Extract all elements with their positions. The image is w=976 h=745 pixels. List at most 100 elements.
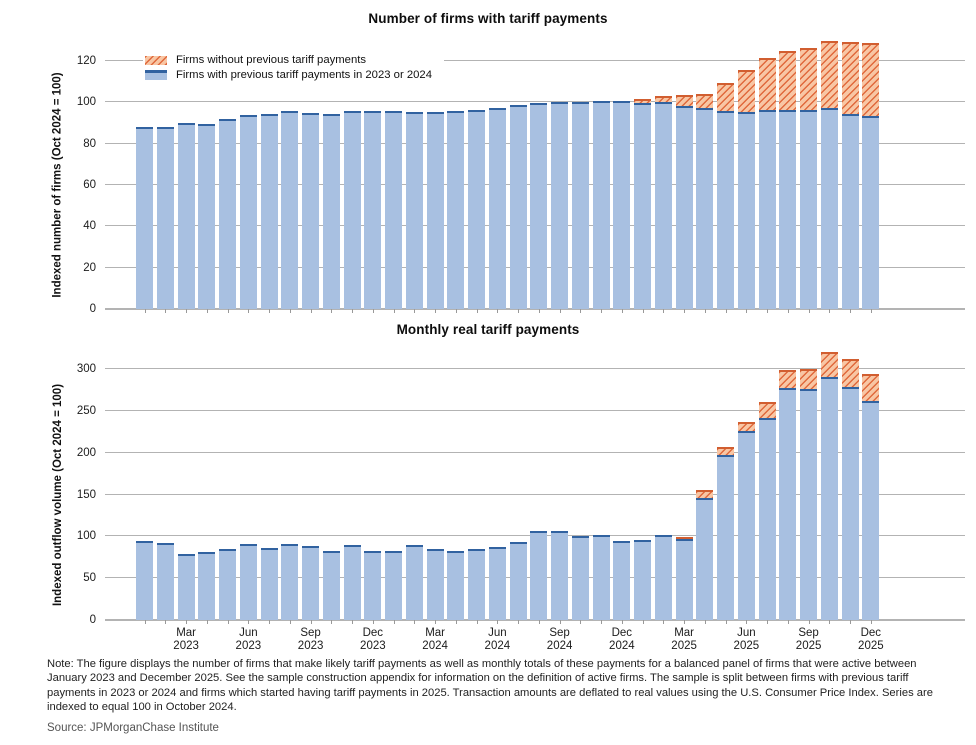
bar-without-previous	[717, 446, 735, 456]
x-tick	[206, 620, 208, 624]
bar-without-previous	[758, 57, 776, 110]
bar-with-previous	[696, 497, 714, 620]
y-tick-label-80: 80	[83, 137, 96, 150]
x-tick	[829, 620, 831, 624]
bar-with-previous	[841, 113, 859, 309]
x-tick	[414, 309, 416, 313]
bar-with-previous	[343, 110, 361, 309]
x-tick	[269, 309, 271, 313]
x-tick	[455, 620, 457, 624]
bar-with-previous	[717, 110, 735, 309]
bottom-chart-y-axis-label-text: Indexed outflow volume (Oct 2024 = 100)	[52, 383, 65, 606]
x-tick	[352, 620, 354, 624]
bar-without-previous	[634, 99, 652, 104]
bar-with-previous	[613, 101, 631, 309]
y-tick-label-200: 200	[76, 446, 96, 459]
bar-with-previous	[634, 103, 652, 309]
y-tick-label-250: 250	[76, 404, 96, 417]
bar-with-previous	[385, 551, 403, 620]
y-tick-label-50: 50	[83, 572, 96, 585]
bar-with-previous	[219, 548, 237, 620]
bar-without-previous	[654, 96, 672, 103]
y-tick-label-120: 120	[76, 55, 96, 67]
x-tick-label: Sep 2023	[297, 627, 324, 652]
bar-with-previous	[136, 127, 154, 309]
gridline-200	[105, 451, 965, 453]
x-tick	[642, 620, 644, 624]
bar-without-previous	[696, 94, 714, 108]
bar-with-previous	[862, 400, 880, 620]
x-tick	[601, 620, 603, 624]
x-tick	[289, 620, 291, 624]
x-tick	[186, 620, 188, 624]
x-tick	[518, 309, 520, 313]
bar-with-previous	[551, 531, 569, 620]
x-tick	[746, 620, 748, 624]
bar-with-previous	[239, 543, 257, 620]
bar-with-previous	[177, 553, 195, 620]
x-tick	[144, 309, 146, 313]
x-tick	[352, 309, 354, 313]
x-tick-label: Jun 2023	[235, 627, 262, 652]
bar-without-previous	[696, 489, 714, 498]
y-tick-label-100: 100	[76, 530, 96, 543]
bar-with-previous	[468, 548, 486, 620]
gridline-100	[105, 101, 965, 103]
bar-with-previous	[758, 417, 776, 620]
bar-with-previous	[862, 115, 880, 309]
bar-with-previous	[717, 455, 735, 620]
bar-without-previous	[717, 82, 735, 111]
x-tick	[621, 620, 623, 624]
bar-with-previous	[426, 548, 444, 620]
bar-without-previous	[800, 369, 818, 390]
bar-without-previous	[779, 50, 797, 110]
x-tick	[870, 620, 872, 624]
x-tick	[435, 620, 437, 624]
bar-with-previous	[405, 111, 423, 309]
bar-without-previous	[862, 374, 880, 401]
x-tick	[227, 309, 229, 313]
x-tick	[414, 620, 416, 624]
bar-with-previous	[156, 127, 174, 309]
bar-with-previous	[800, 389, 818, 620]
x-tick	[497, 309, 499, 313]
x-tick-label: Dec 2025	[858, 627, 884, 652]
y-tick-label-40: 40	[83, 220, 96, 233]
bar-with-previous	[613, 541, 631, 620]
x-tick	[248, 620, 250, 624]
bar-with-previous	[447, 551, 465, 620]
bar-without-previous	[779, 369, 797, 389]
bar-with-previous	[322, 550, 340, 620]
bar-with-previous	[488, 107, 506, 309]
x-tick	[663, 309, 665, 313]
bar-with-previous	[281, 110, 299, 309]
x-tick	[767, 620, 769, 624]
gridline-150	[105, 493, 965, 495]
x-tick	[601, 309, 603, 313]
y-tick-label-0: 0	[89, 303, 96, 315]
bar-with-previous	[737, 111, 755, 309]
y-tick-label-60: 60	[83, 179, 96, 191]
bar-with-previous	[551, 102, 569, 309]
bar-with-previous	[592, 534, 610, 620]
x-tick-label: Mar 2024	[422, 627, 448, 652]
legend-label-with-previous: Firms with previous tariff payments in 2…	[176, 69, 432, 81]
bar-with-previous	[675, 539, 693, 620]
x-tick	[393, 620, 395, 624]
x-tick	[808, 620, 810, 624]
bar-with-previous	[198, 552, 216, 620]
top-chart-y-axis-label: Indexed number of firms (Oct 2024 = 100)	[50, 61, 66, 309]
x-tick	[518, 620, 520, 624]
bar-with-previous	[696, 107, 714, 309]
bar-with-previous	[509, 542, 527, 620]
bottom-chart-plot-area: 0 50 100 150 200 250 300 Mar 2023 Jun 2023 Sep 2023 D…	[77, 352, 965, 652]
bar-with-previous	[302, 545, 320, 620]
bar-with-previous	[385, 110, 403, 309]
bar-without-previous	[820, 41, 838, 108]
bar-with-previous	[820, 376, 838, 620]
bar-without-previous	[675, 537, 693, 540]
x-tick	[642, 309, 644, 313]
x-tick	[372, 309, 374, 313]
x-tick	[538, 309, 540, 313]
bar-without-previous	[758, 401, 776, 418]
